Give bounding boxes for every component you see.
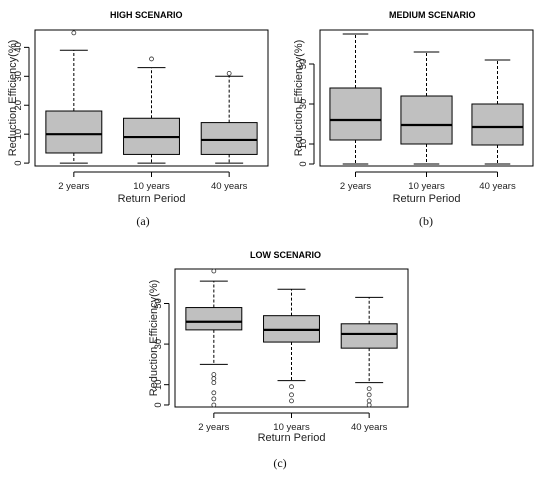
chart-panel-3: LOW SCENARIO 0 10 30 50 2 years 10 years 40 yea…: [148, 250, 409, 470]
outlier-point: [289, 392, 294, 398]
y-tick-label: 30: [153, 339, 164, 350]
x-tick-label: 10 years: [273, 422, 310, 433]
x-tick-label: 2 years: [198, 422, 229, 433]
outlier-point: [366, 398, 372, 404]
x-axis-label: Return Period: [118, 193, 186, 205]
outlier-point: [211, 268, 217, 274]
y-tick-label: 0: [13, 160, 24, 165]
x-tick-label: 40 years: [211, 181, 248, 192]
plot-frame: [174, 268, 409, 408]
box-10-years: [263, 288, 320, 404]
outlier-point: [211, 372, 217, 377]
y-axis-label: Reduction Efficiency(%): [148, 280, 160, 397]
y-tick-label: 30: [13, 71, 24, 82]
box-2-years: [329, 33, 382, 165]
chart-title: MEDIUM SCENARIO: [389, 10, 476, 20]
x-axis-label: Return Period: [258, 432, 326, 444]
x-tick-label: 40 years: [479, 181, 516, 192]
box-iqr: [185, 307, 243, 331]
outlier-point: [366, 402, 372, 408]
outlier-point: [211, 396, 217, 402]
plot-frame: [34, 29, 269, 167]
x-axis-label: Return Period: [393, 193, 461, 205]
y-tick-label: 50: [153, 298, 164, 309]
outlier-point: [289, 398, 294, 404]
outlier-point: [226, 71, 232, 76]
box-iqr: [45, 110, 103, 154]
outlier-point: [366, 392, 372, 398]
panel-caption: (b): [419, 214, 433, 228]
y-tick-label: 40: [13, 42, 24, 53]
y-tick-label: 10: [298, 139, 309, 150]
x-tick-label: 2 years: [340, 181, 371, 192]
x-tick-label: 40 years: [351, 422, 388, 433]
box-iqr: [400, 95, 453, 145]
chart-title: HIGH SCENARIO: [110, 10, 183, 20]
box-10-years: [400, 51, 453, 165]
x-tick-label: 10 years: [133, 181, 170, 192]
box-iqr: [471, 103, 524, 146]
outlier-point: [211, 402, 217, 408]
box-40-years: [200, 71, 258, 164]
y-tick-label: 0: [153, 402, 164, 407]
y-tick-label: 10: [153, 379, 164, 390]
box-2-years: [45, 30, 103, 164]
outlier-point: [149, 56, 154, 62]
y-axis-label: Reduction Efficiency(%): [293, 40, 305, 157]
box-iqr: [200, 122, 258, 155]
outlier-point: [211, 376, 217, 381]
chart-panel-2: MEDIUM SCENARIO 0 10 30 50 2 years 10 years 40 …: [293, 10, 534, 228]
box-40-years: [471, 59, 524, 165]
plot-frame: [319, 29, 534, 167]
outlier-point: [71, 30, 77, 36]
box-iqr: [329, 87, 382, 141]
box-2-years: [185, 268, 243, 408]
box-40-years: [340, 296, 398, 408]
y-tick-label: 10: [13, 129, 24, 140]
chart-title: LOW SCENARIO: [250, 250, 321, 260]
y-tick-label: 30: [298, 99, 309, 110]
y-tick-label: 50: [298, 59, 309, 70]
x-tick-label: 10 years: [408, 181, 445, 192]
outlier-point: [211, 380, 217, 386]
box-iqr: [340, 323, 398, 349]
panel-caption: (a): [136, 214, 149, 228]
box-10-years: [123, 56, 180, 164]
outlier-point: [211, 390, 217, 396]
y-tick-label: 0: [298, 161, 309, 166]
outlier-point: [366, 386, 372, 392]
x-tick-label: 2 years: [58, 181, 89, 192]
y-tick-label: 20: [13, 100, 24, 111]
panel-caption: (c): [273, 456, 286, 470]
chart-panel-1: HIGH SCENARIO 0 10 20 30 40 2 years 10 years 40 …: [7, 10, 269, 228]
outlier-point: [289, 384, 294, 390]
y-axis-label: Reduction Efficiency(%): [7, 40, 19, 157]
